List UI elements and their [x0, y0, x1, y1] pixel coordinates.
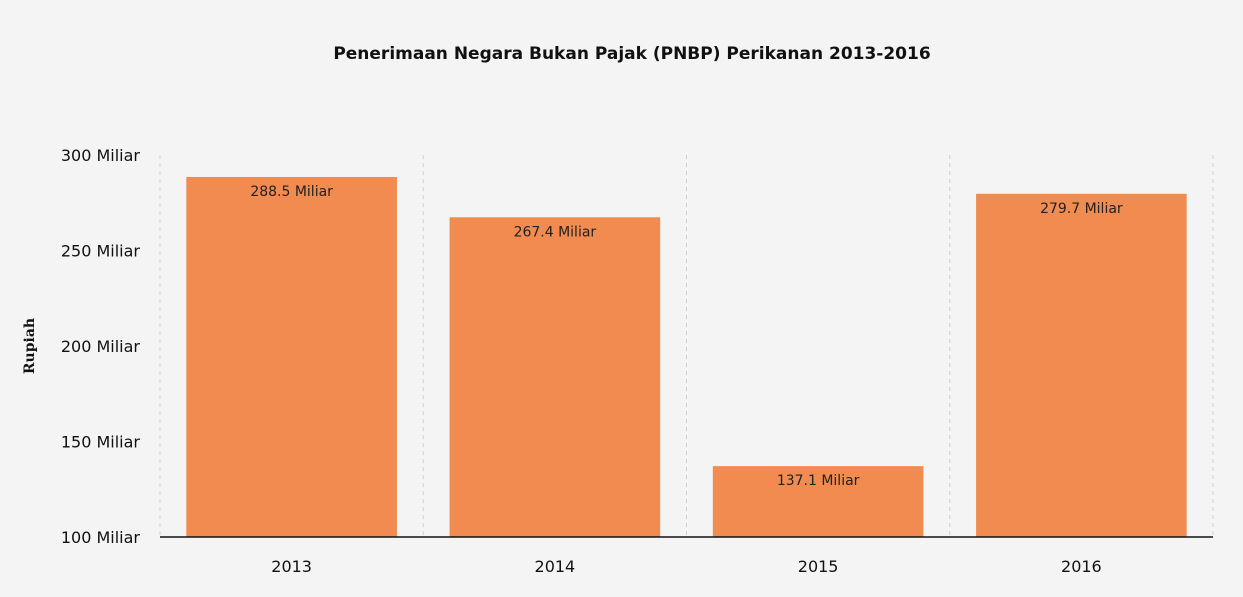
x-tick-label: 2016 [1061, 557, 1102, 576]
y-tick-label: 250 Miliar [61, 242, 141, 261]
bar-2014[interactable] [449, 217, 661, 538]
y-tick-label: 200 Miliar [61, 337, 141, 356]
data-labels-layer: 288.5 Miliar 267.4 Miliar 137.1 Miliar 279.… [250, 184, 1123, 489]
data-label-2015: 137.1 Miliar [777, 473, 860, 489]
y-axis-label: Rupiah [22, 318, 38, 374]
chart-title: Penerimaan Negara Bukan Pajak (PNBP) Per… [333, 44, 930, 64]
x-ticks-layer: 2013 2014 2015 2016 [271, 557, 1101, 576]
y-tick-label: 300 Miliar [61, 146, 141, 165]
x-tick-label: 2013 [271, 557, 312, 576]
bars-layer [186, 176, 1187, 538]
data-label-2014: 267.4 Miliar [514, 224, 597, 240]
x-tick-label: 2014 [535, 557, 576, 576]
y-tick-label: 100 Miliar [61, 528, 141, 547]
bar-2015[interactable] [712, 466, 924, 537]
data-label-2013: 288.5 Miliar [250, 184, 333, 200]
bar-2013[interactable] [186, 176, 397, 537]
x-tick-label: 2015 [798, 557, 839, 576]
bar-2016[interactable] [976, 193, 1187, 537]
y-tick-label: 150 Miliar [61, 433, 141, 452]
data-label-2016: 279.7 Miliar [1040, 201, 1123, 217]
y-ticks-layer: 100 Miliar 150 Miliar 200 Miliar 250 Miliar… [61, 146, 141, 547]
